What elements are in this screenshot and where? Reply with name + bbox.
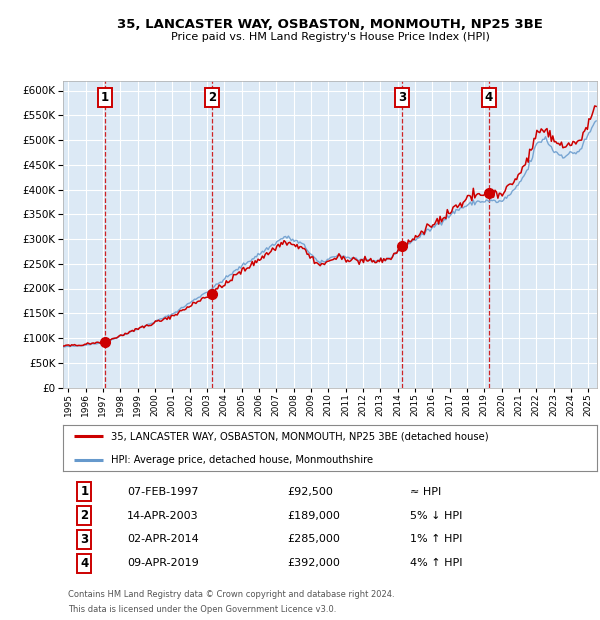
Text: 1: 1: [101, 91, 109, 104]
Text: 1% ↑ HPI: 1% ↑ HPI: [410, 534, 463, 544]
Text: 09-APR-2019: 09-APR-2019: [127, 558, 199, 569]
Text: 02-APR-2014: 02-APR-2014: [127, 534, 199, 544]
Text: £392,000: £392,000: [287, 558, 340, 569]
Text: 14-APR-2003: 14-APR-2003: [127, 510, 199, 521]
Text: 35, LANCASTER WAY, OSBASTON, MONMOUTH, NP25 3BE: 35, LANCASTER WAY, OSBASTON, MONMOUTH, N…: [117, 19, 543, 31]
Text: 3: 3: [80, 533, 88, 546]
Text: £92,500: £92,500: [287, 487, 333, 497]
Text: 4: 4: [485, 91, 493, 104]
Text: 35, LANCASTER WAY, OSBASTON, MONMOUTH, NP25 3BE (detached house): 35, LANCASTER WAY, OSBASTON, MONMOUTH, N…: [111, 432, 488, 441]
Text: HPI: Average price, detached house, Monmouthshire: HPI: Average price, detached house, Monm…: [111, 454, 373, 464]
Text: 4: 4: [80, 557, 88, 570]
Text: 4% ↑ HPI: 4% ↑ HPI: [410, 558, 463, 569]
Text: £285,000: £285,000: [287, 534, 340, 544]
Text: Contains HM Land Registry data © Crown copyright and database right 2024.: Contains HM Land Registry data © Crown c…: [68, 590, 395, 599]
Text: This data is licensed under the Open Government Licence v3.0.: This data is licensed under the Open Gov…: [68, 605, 337, 614]
Text: 07-FEB-1997: 07-FEB-1997: [127, 487, 199, 497]
Text: 1: 1: [80, 485, 88, 498]
Text: 2: 2: [208, 91, 216, 104]
Text: £189,000: £189,000: [287, 510, 340, 521]
Text: ≈ HPI: ≈ HPI: [410, 487, 442, 497]
Text: 2: 2: [80, 509, 88, 522]
Text: 3: 3: [398, 91, 406, 104]
Text: Price paid vs. HM Land Registry's House Price Index (HPI): Price paid vs. HM Land Registry's House …: [170, 32, 490, 42]
Text: 5% ↓ HPI: 5% ↓ HPI: [410, 510, 463, 521]
